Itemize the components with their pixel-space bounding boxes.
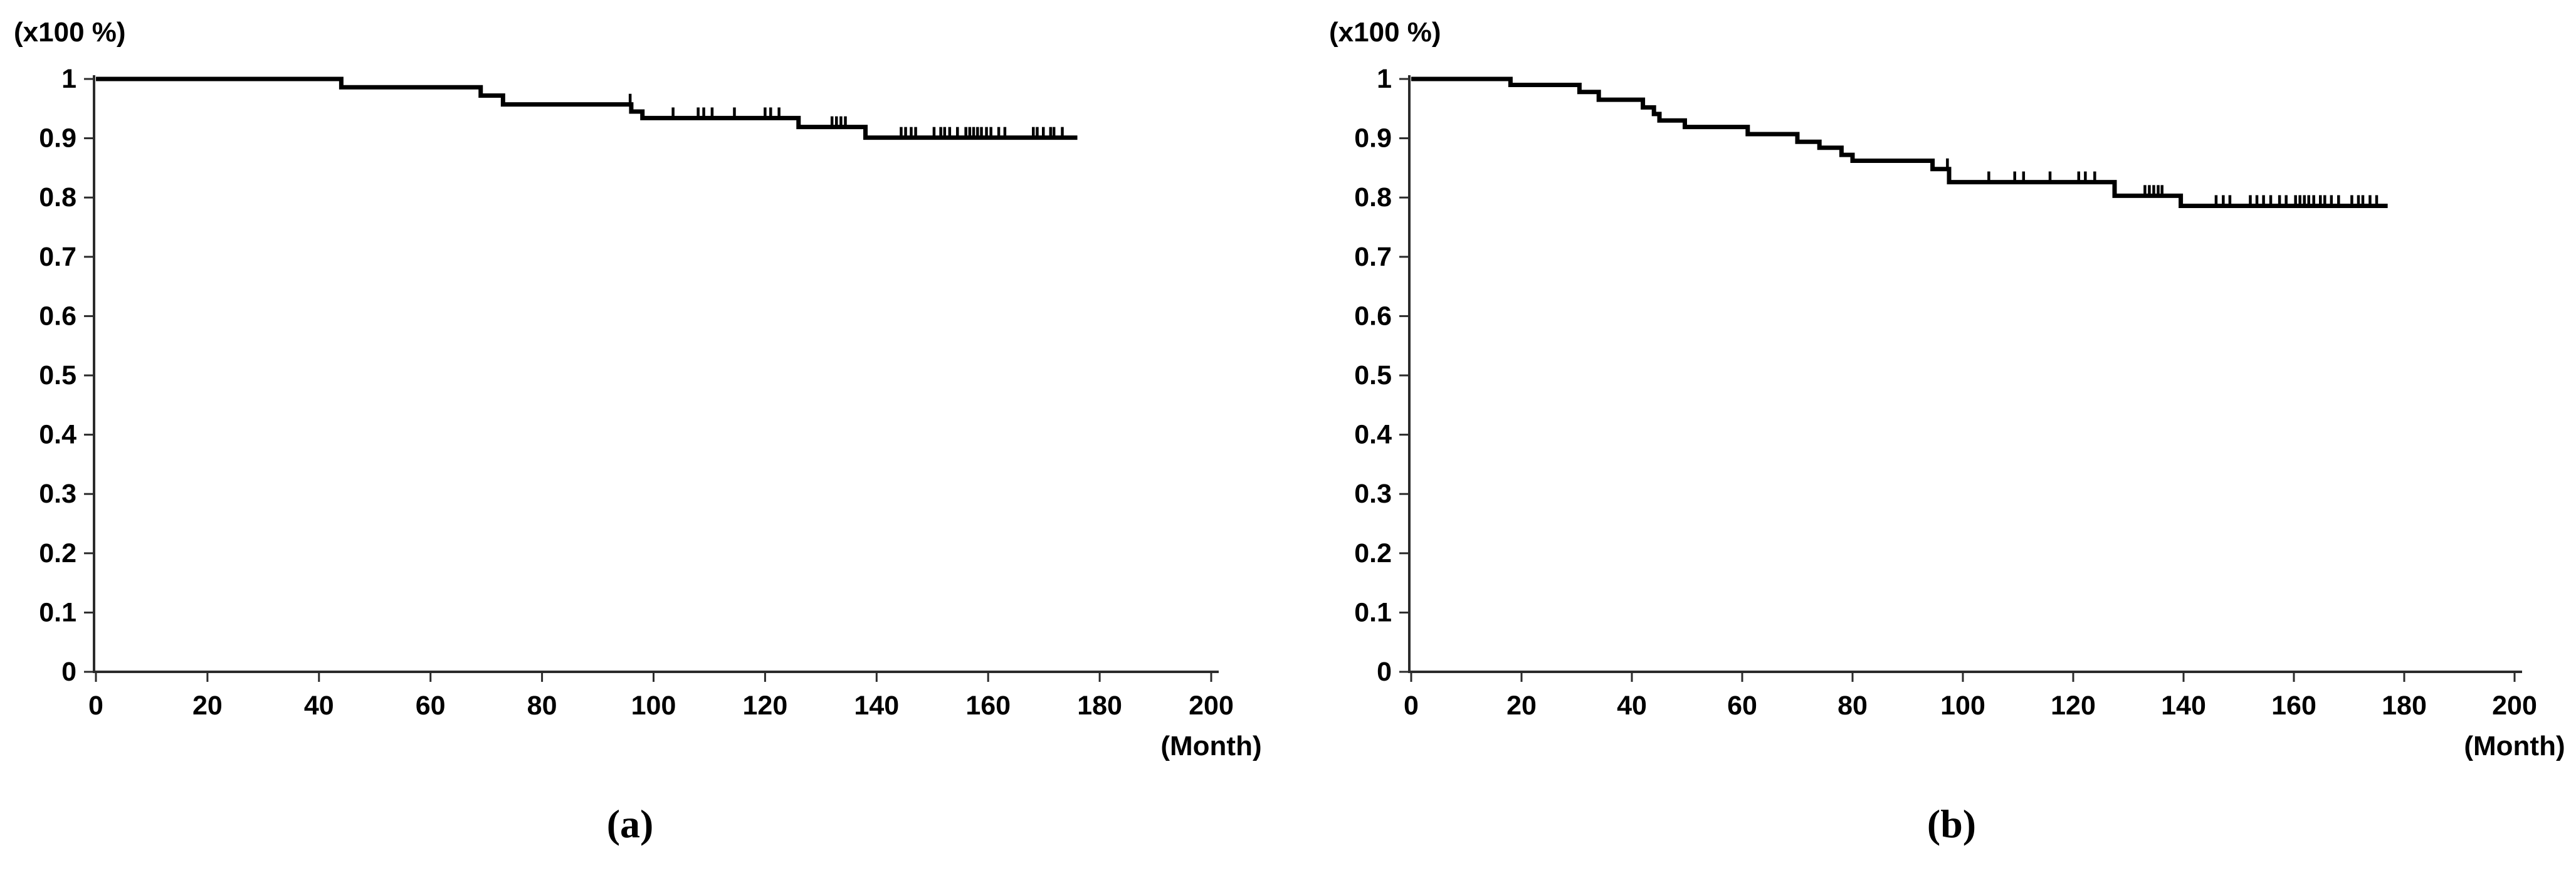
x-tick-label: 180	[1077, 691, 1122, 721]
y-tick-label: 0.1	[39, 597, 76, 627]
y-tick-label: 0.4	[39, 420, 76, 450]
y-tick-label: 0.6	[39, 301, 76, 331]
x-tick-label: 0	[88, 691, 103, 721]
x-axis-unit-label: (Month)	[2464, 731, 2565, 761]
caption-panel-a: (a)	[606, 802, 654, 846]
x-tick-label: 120	[743, 691, 788, 721]
x-tick-label: 100	[1940, 691, 1985, 721]
x-tick-label: 120	[2051, 691, 2096, 721]
y-tick-label: 0.7	[39, 242, 76, 272]
chart-panel-b: 0 0.1 0.2 0.3 0.4 0.5 0.6 0.7 0.8 0.9 1 0 20 40 60 80 10…	[1329, 17, 2565, 761]
y-tick-label: 0.2	[1354, 538, 1392, 568]
survival-curve-a	[96, 76, 1078, 140]
x-tick-label: 0	[1404, 691, 1419, 721]
x-tick-label: 20	[1506, 691, 1537, 721]
x-tick-label: 80	[1837, 691, 1868, 721]
y-tick-label: 0.1	[1354, 597, 1392, 627]
x-tick-label: 20	[192, 691, 223, 721]
y-tick-label: 0	[61, 657, 76, 687]
axes-a	[93, 75, 1219, 673]
x-tick-label: 100	[631, 691, 676, 721]
y-tick-label: 0.4	[1354, 420, 1392, 450]
x-tick-label: 200	[1189, 691, 1234, 721]
y-tick-label: 0.5	[39, 360, 76, 390]
censor-marks-b	[1946, 158, 2379, 205]
axes-b	[1408, 75, 2522, 673]
x-tick-label: 160	[2271, 691, 2316, 721]
x-tick-label: 140	[854, 691, 899, 721]
x-axis-unit-label: (Month)	[1160, 731, 1261, 761]
x-tick-label: 160	[965, 691, 1011, 721]
censor-marks-a	[628, 93, 1064, 137]
y-tick-label: 0.2	[39, 538, 76, 568]
y-tick-label: 0.3	[1354, 479, 1392, 509]
x-tick-label: 40	[304, 691, 334, 721]
x-tick-label: 60	[1727, 691, 1757, 721]
y-tick-label: 0.8	[39, 182, 76, 212]
x-tick-label: 60	[416, 691, 446, 721]
y-axis-unit-label: (x100 %)	[14, 17, 126, 48]
y-tick-label: 0.6	[1354, 301, 1392, 331]
x-tick-label: 140	[2161, 691, 2206, 721]
y-tick-label: 0.9	[39, 123, 76, 154]
x-tick-label: 80	[527, 691, 557, 721]
chart-panel-a: 0 0.1 0.2 0.3 0.4 0.5 0.6 0.7 0.8 0.9 1 0 20 40 60 80 10…	[14, 17, 1262, 761]
y-tick-label: 0.3	[39, 479, 76, 509]
y-tick-label: 1	[1377, 64, 1392, 94]
y-tick-label: 0.7	[1354, 242, 1392, 272]
x-tick-label: 200	[2492, 691, 2537, 721]
caption-panel-b: (b)	[1927, 802, 1977, 846]
y-tick-label: 0.5	[1354, 360, 1392, 390]
y-tick-label: 0	[1377, 657, 1392, 687]
y-axis-unit-label: (x100 %)	[1329, 17, 1441, 48]
y-tick-label: 0.8	[1354, 182, 1392, 212]
y-tick-label: 0.9	[1354, 123, 1392, 154]
y-tick-label: 1	[61, 64, 76, 94]
survival-curve-b	[1411, 76, 2388, 208]
x-tick-label: 40	[1617, 691, 1647, 721]
x-tick-label: 180	[2382, 691, 2427, 721]
